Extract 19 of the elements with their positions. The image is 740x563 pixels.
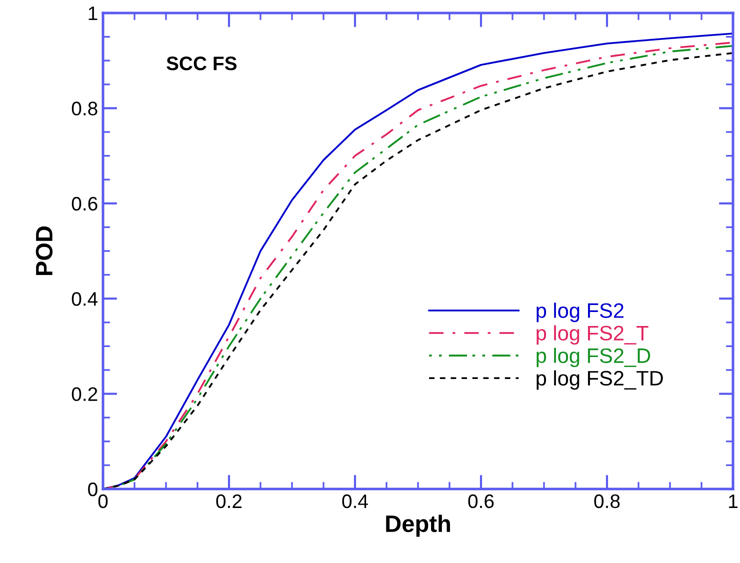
legend-label: p log FS2_T <box>536 325 648 345</box>
y-tick-label: 0.4 <box>72 292 98 306</box>
legend-label: p log FS2 <box>536 302 624 322</box>
y-tick-label: 0 <box>88 482 98 496</box>
x-tick-label: 0.4 <box>342 494 368 508</box>
y-tick-label: 0.8 <box>72 102 98 116</box>
x-tick-label: 0.2 <box>216 494 242 508</box>
y-axis-title: POD <box>36 226 53 276</box>
x-tick-label: 0.8 <box>594 494 620 508</box>
legend-label: p log FS2_D <box>536 348 650 368</box>
y-tick-label: 0.6 <box>72 196 98 211</box>
y-tick-label: 0.2 <box>72 387 98 402</box>
y-tick-label: 1 <box>88 6 98 20</box>
x-axis-title: Depth <box>386 514 450 537</box>
annotation: SCC FS <box>166 56 237 70</box>
x-tick-label: 0.6 <box>468 494 494 508</box>
x-tick-label: 1 <box>729 494 738 508</box>
x-tick-label: 0 <box>98 494 108 508</box>
legend-label: p log FS2_TD <box>536 370 663 390</box>
